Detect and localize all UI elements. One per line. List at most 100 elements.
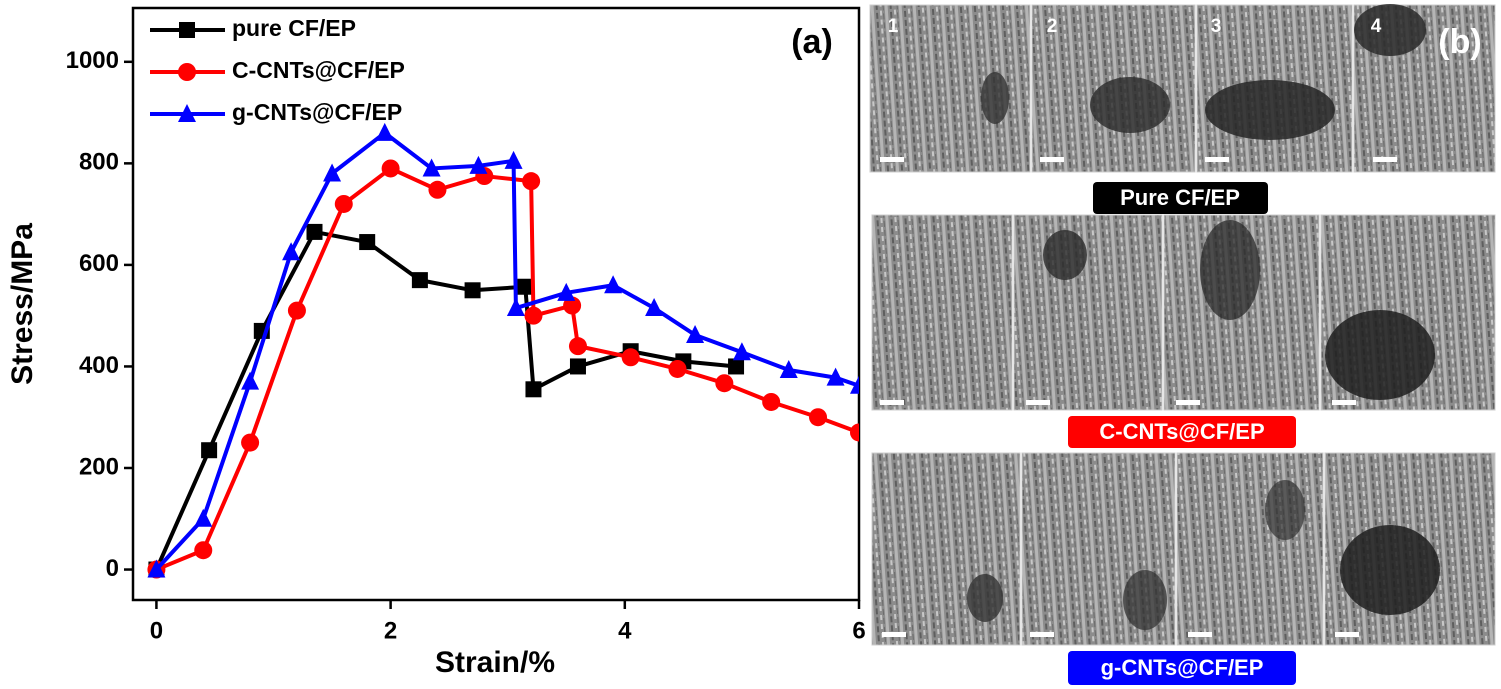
panel-label: (b) — [1438, 23, 1481, 61]
marker — [428, 180, 447, 199]
marker — [779, 360, 798, 379]
marker — [850, 423, 859, 442]
marker — [282, 242, 301, 261]
marker — [464, 282, 481, 299]
x-tick-label: 4 — [618, 617, 632, 644]
image-number: 3 — [1211, 16, 1222, 37]
y-tick-label: 800 — [79, 149, 119, 176]
damage-zone — [967, 574, 1003, 622]
image-number: 2 — [1047, 16, 1058, 37]
micrograph — [1013, 214, 1163, 411]
marker — [557, 282, 576, 301]
damage-zone — [1200, 220, 1260, 320]
marker — [178, 63, 196, 81]
caption: C-CNTs@CF/EP — [1099, 419, 1264, 444]
y-tick-label: 1000 — [66, 47, 119, 74]
micrograph — [871, 452, 1021, 646]
x-tick-label: 2 — [384, 617, 397, 644]
series-line — [154, 130, 859, 571]
marker — [522, 172, 541, 191]
marker — [201, 442, 218, 459]
panel-label: (a) — [791, 23, 833, 61]
marker — [809, 408, 828, 427]
y-axis-title: Stress/MPa — [6, 223, 39, 385]
marker — [504, 150, 523, 169]
damage-zone — [1205, 80, 1335, 140]
damage-zone — [1043, 230, 1087, 280]
micrograph-row — [871, 214, 1496, 411]
y-tick-label: 0 — [106, 555, 119, 582]
damage-zone — [1090, 77, 1170, 133]
damage-zone — [1354, 4, 1426, 56]
marker — [850, 375, 859, 394]
y-tick-label: 600 — [79, 250, 119, 277]
marker — [194, 541, 213, 560]
plot-frame — [131, 6, 861, 602]
micrograph-row — [869, 4, 1496, 173]
marker — [506, 298, 525, 317]
caption: g-CNTs@CF/EP — [1101, 655, 1264, 680]
series-group — [147, 122, 859, 579]
marker — [668, 359, 687, 378]
legend-label: g-CNTs@CF/EP — [232, 99, 402, 125]
marker — [306, 223, 323, 240]
marker — [525, 381, 542, 398]
marker — [194, 508, 213, 527]
marker — [568, 337, 587, 356]
damage-zone — [1265, 480, 1305, 540]
marker — [375, 122, 394, 141]
plot-area — [147, 122, 859, 579]
marker — [762, 392, 781, 411]
marker — [241, 371, 260, 390]
marker — [469, 155, 488, 174]
marker — [323, 163, 342, 182]
marker — [715, 374, 734, 393]
marker — [732, 342, 751, 361]
series-line — [155, 166, 859, 572]
marker — [524, 306, 543, 325]
caption-box — [1068, 651, 1296, 685]
micrograph-row — [871, 452, 1496, 646]
y-tick-label: 200 — [79, 453, 119, 480]
marker — [563, 296, 582, 315]
micrograph — [871, 214, 1013, 411]
legend-label: C-CNTs@CF/EP — [232, 57, 405, 83]
damage-zone — [1123, 570, 1167, 630]
marker — [621, 348, 640, 367]
damage-zone — [981, 72, 1009, 124]
marker — [645, 298, 664, 317]
marker — [517, 278, 534, 295]
marker — [422, 158, 441, 177]
damage-zone — [1325, 310, 1435, 400]
marker — [178, 104, 196, 122]
marker — [381, 159, 400, 178]
marker — [728, 358, 745, 375]
caption-box — [1093, 182, 1268, 214]
marker — [287, 301, 306, 320]
legend-label: pure CF/EP — [232, 15, 356, 41]
image-number: 1 — [888, 16, 899, 37]
micrograph — [1176, 452, 1324, 646]
marker — [241, 433, 260, 452]
x-tick-label: 6 — [852, 617, 865, 644]
marker — [179, 22, 195, 38]
marker — [334, 194, 353, 213]
marker — [569, 358, 586, 375]
legend: pure CF/EP C-CNTs@CF/EP g-CNTs@CF/EP — [150, 15, 405, 125]
x-tick-label: 0 — [150, 617, 163, 644]
image-number: 4 — [1371, 16, 1382, 37]
marker — [359, 234, 376, 251]
x-axis-title: Strain/% — [435, 646, 555, 679]
scale-bars — [880, 157, 1397, 637]
marker — [147, 559, 166, 578]
caption: Pure CF/EP — [1120, 185, 1240, 210]
marker — [604, 275, 623, 294]
marker — [411, 272, 428, 289]
marker — [686, 324, 705, 343]
marker — [826, 367, 845, 386]
micrograph-panel: 1 2 3 4 (b) Pure CF/EP C-CNTs@CF/EP g-CN… — [869, 4, 1496, 685]
caption-box — [1068, 416, 1296, 448]
y-tick-label: 400 — [79, 352, 119, 379]
damage-zone — [1340, 525, 1440, 615]
